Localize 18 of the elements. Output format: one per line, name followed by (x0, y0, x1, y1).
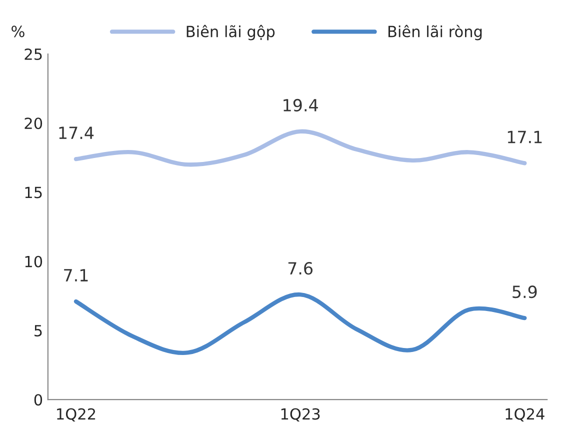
data-label: 5.9 (512, 286, 537, 298)
data-label: 17.4 (59, 126, 94, 139)
legend-label: Biên lãi ròng (388, 24, 482, 40)
x-tick-label: 1Q23 (281, 408, 320, 422)
y-tick-label: 0 (34, 394, 42, 406)
legend-label: Biên lãi gộp (186, 24, 275, 40)
data-label: 7.6 (288, 262, 313, 275)
data-label: 19.4 (284, 98, 318, 112)
y-tick-label: 25 (24, 48, 42, 60)
x-tick-label: 1Q22 (57, 408, 96, 422)
y-tick-label: 5 (34, 325, 42, 336)
y-tick-label: 10 (25, 256, 42, 268)
y-axis-title: % (12, 26, 24, 38)
x-tick-label: 1Q24 (506, 408, 544, 422)
y-tick-label: 20 (24, 118, 42, 130)
y-tick-label: 15 (25, 186, 42, 198)
data-label: 7.1 (64, 269, 88, 282)
data-label: 17.1 (508, 130, 542, 144)
